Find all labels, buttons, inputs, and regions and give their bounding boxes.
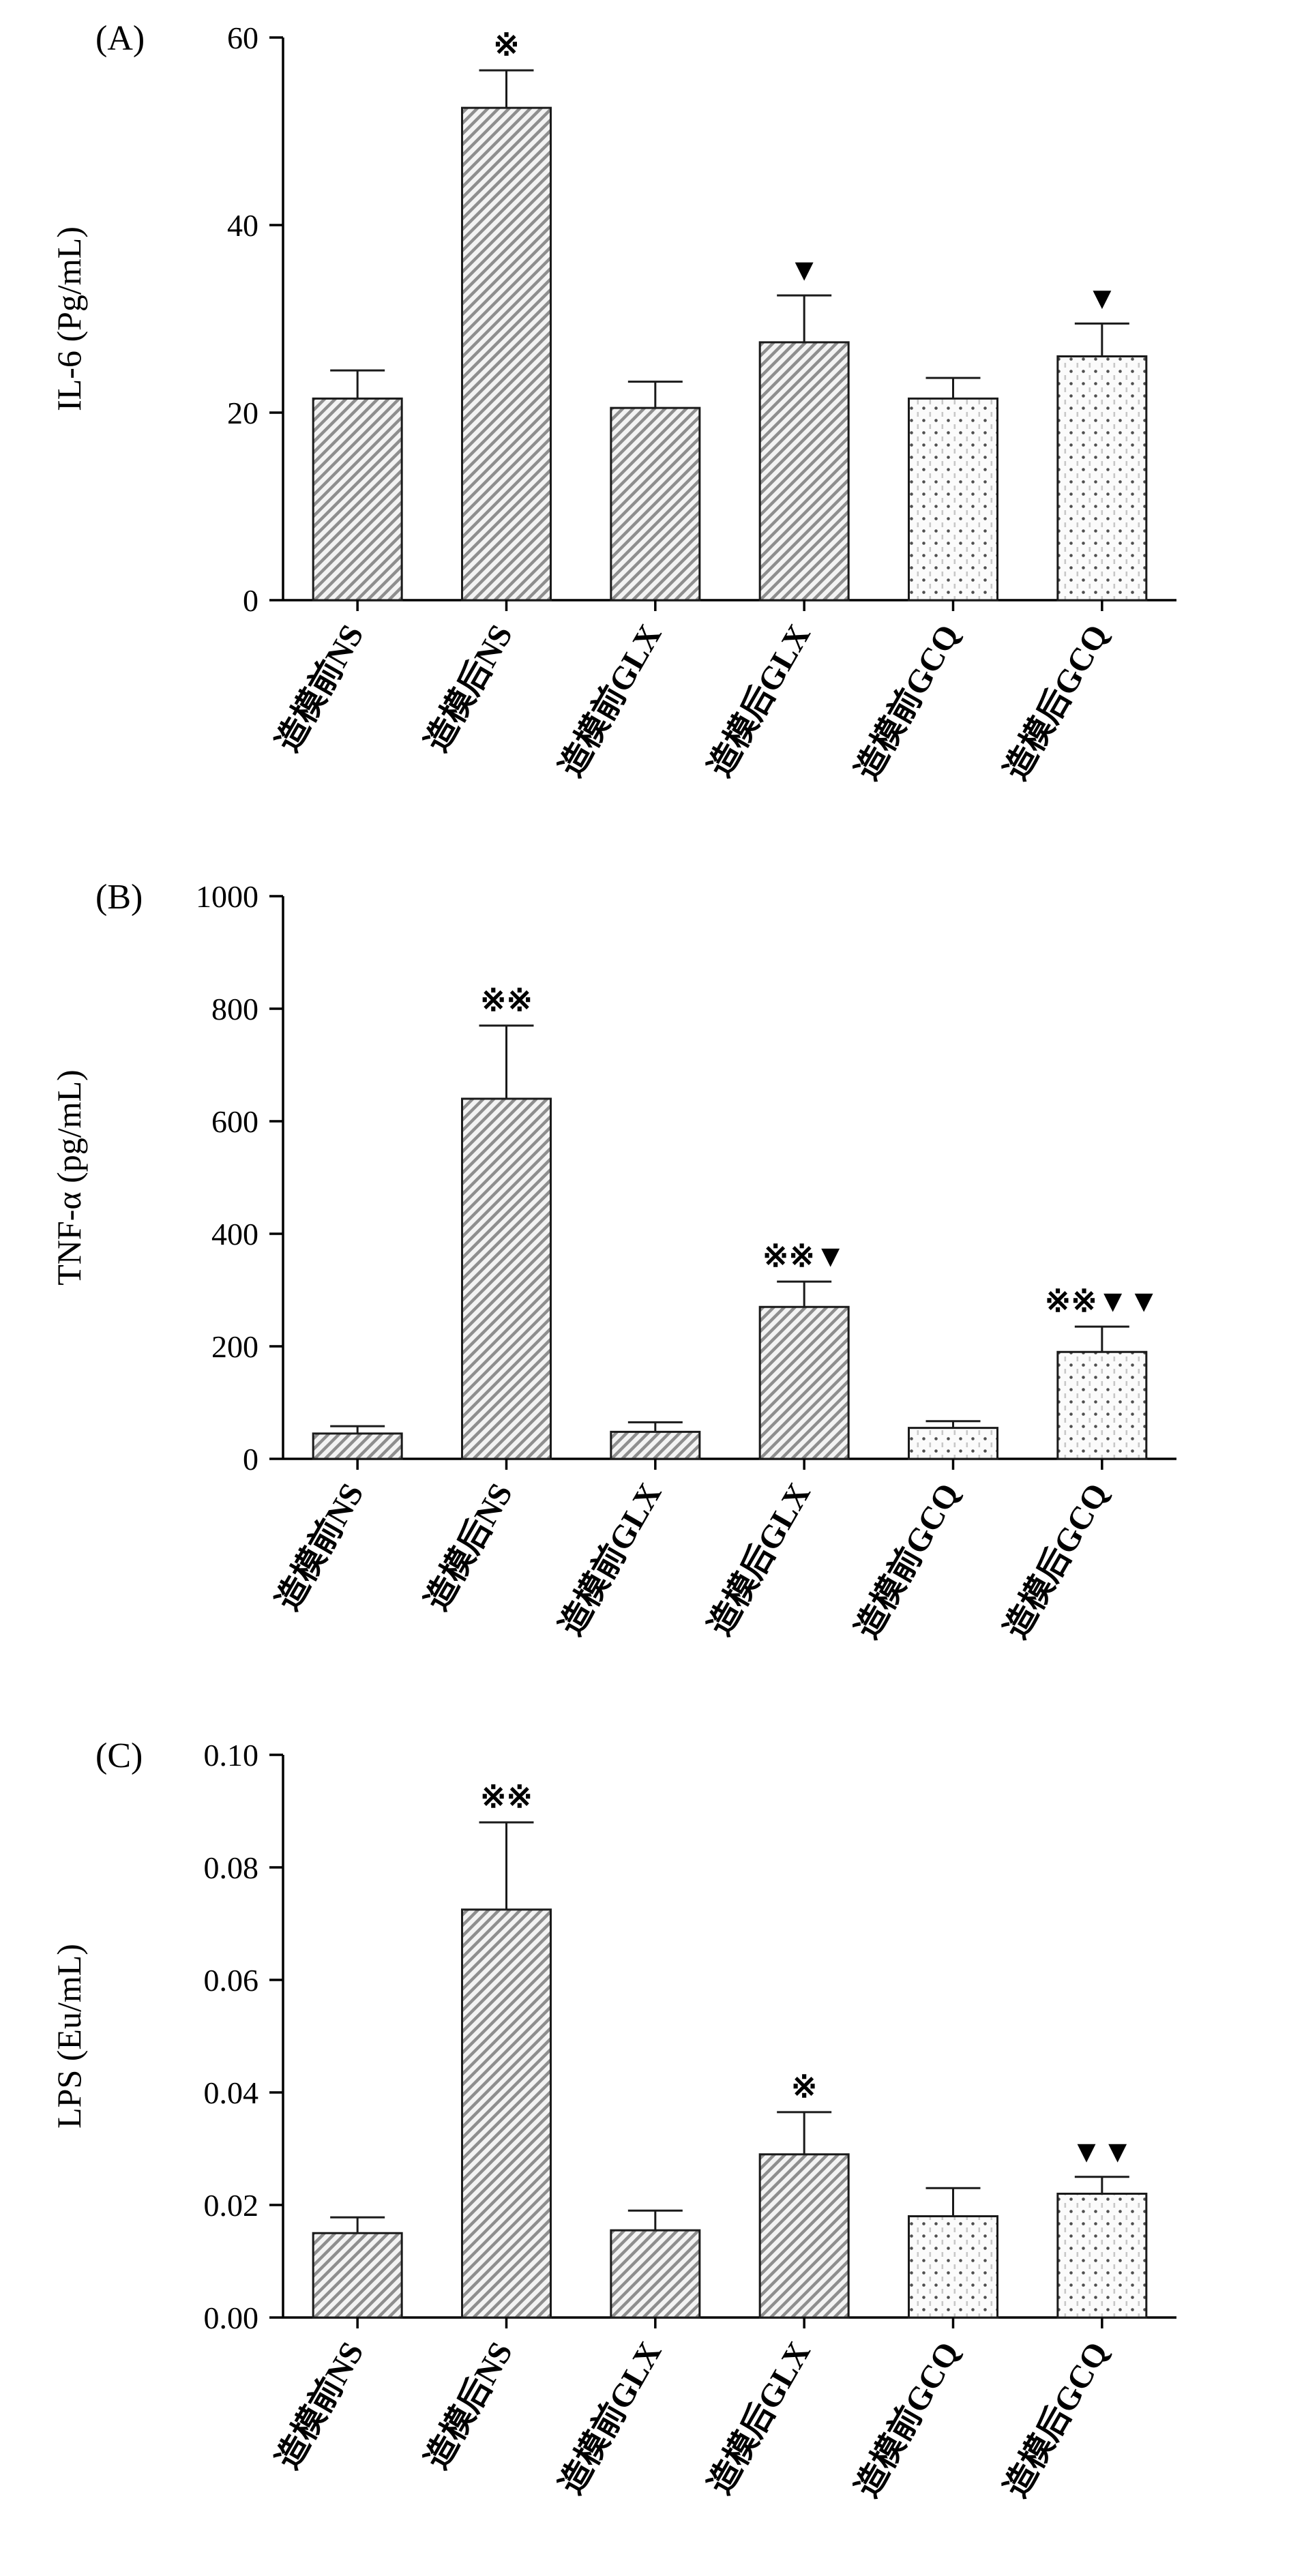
x-tick-label: 造模前GCQ xyxy=(848,619,966,786)
bar xyxy=(1056,2193,1148,2319)
x-tick-label: 造模后GLX xyxy=(702,2336,818,2501)
bar-chart: 0 20 40 60 IL-6 (Pg/mL) (A) 造模前NS 造模后NS ※ 造模前GLX 造… xyxy=(50,19,1176,786)
y-tick-label: 40 xyxy=(227,208,258,243)
chart-C: 0.00 0.02 0.04 0.06 0.08 0.10 LPS (Eu/mL) (C) 造模… xyxy=(0,1717,1289,2576)
x-tick-label: 造模后NS xyxy=(418,619,520,758)
significance-marker: ▼ xyxy=(788,252,820,287)
x-tick-label: 造模后GCQ xyxy=(998,619,1116,786)
panel-B: 0 200 400 600 800 1000 TNF-α (pg/mL) (B) 造模前NS 造模… xyxy=(0,859,1289,1717)
x-tick-label: 造模后NS xyxy=(418,1477,520,1616)
bar xyxy=(461,1097,552,1460)
bar xyxy=(610,406,701,602)
bar xyxy=(758,1305,850,1460)
y-tick-label: 60 xyxy=(227,20,258,55)
y-tick-label: 200 xyxy=(211,1329,258,1364)
x-tick-label: 造模前GCQ xyxy=(848,2336,966,2504)
x-tick-label: 造模前NS xyxy=(269,1477,371,1616)
x-tick-label: 造模后GLX xyxy=(702,1477,818,1642)
x-tick-label: 造模后NS xyxy=(418,2336,520,2475)
bar-chart: 0 200 400 600 800 1000 TNF-α (pg/mL) (B) 造模前NS 造模… xyxy=(50,878,1176,1645)
y-tick-label: 0.00 xyxy=(204,2300,259,2335)
y-tick-label: 0 xyxy=(243,1442,258,1477)
bar xyxy=(1056,355,1148,602)
significance-marker: ▼ xyxy=(1086,280,1118,315)
panel-A: 0 20 40 60 IL-6 (Pg/mL) (A) 造模前NS 造模后NS ※ 造模前GLX 造… xyxy=(0,0,1289,859)
significance-marker: ※ xyxy=(791,2069,818,2104)
y-tick-label: 0.06 xyxy=(204,1963,259,1998)
significance-marker: ※※▼▼ xyxy=(1045,1284,1159,1318)
y-axis-title: TNF-α (pg/mL) xyxy=(50,1069,88,1285)
bar xyxy=(908,1427,998,1460)
x-tick-label: 造模前NS xyxy=(269,619,371,758)
significance-marker: ※ xyxy=(493,27,520,62)
y-tick-label: 1000 xyxy=(196,879,258,914)
y-axis-title: IL-6 (Pg/mL) xyxy=(50,226,88,411)
bar xyxy=(312,2232,403,2319)
significance-marker: ※※ xyxy=(480,1779,533,1814)
bar xyxy=(610,2229,701,2319)
panel-label: (C) xyxy=(95,1736,143,1775)
panel-label: (B) xyxy=(95,878,143,917)
x-tick-label: 造模前GCQ xyxy=(848,1477,966,1645)
y-tick-label: 0.10 xyxy=(204,1738,259,1773)
y-tick-label: 0.02 xyxy=(204,2188,259,2223)
panel-C: 0.00 0.02 0.04 0.06 0.08 0.10 LPS (Eu/mL) (C) 造模… xyxy=(0,1717,1289,2576)
bar xyxy=(758,2153,850,2319)
bar xyxy=(610,1430,701,1460)
significance-marker: ※※ xyxy=(480,983,533,1018)
bar xyxy=(461,106,552,602)
chart-A: 0 20 40 60 IL-6 (Pg/mL) (A) 造模前NS 造模后NS ※ 造模前GLX 造… xyxy=(0,0,1289,859)
x-tick-label: 造模后GCQ xyxy=(998,2336,1116,2504)
bar xyxy=(908,397,998,602)
y-tick-label: 0 xyxy=(243,583,258,618)
bar xyxy=(312,1432,403,1460)
y-axis-title: LPS (Eu/mL) xyxy=(50,1944,88,2129)
y-tick-label: 20 xyxy=(227,396,258,430)
bar xyxy=(312,397,403,602)
significance-marker: ▼▼ xyxy=(1071,2134,1133,2169)
y-tick-label: 0.04 xyxy=(204,2075,259,2110)
bar xyxy=(1056,1350,1148,1460)
y-tick-label: 0.08 xyxy=(204,1850,259,1885)
bar xyxy=(908,2215,998,2319)
x-tick-label: 造模后GLX xyxy=(702,619,818,784)
x-tick-label: 造模前GLX xyxy=(552,619,668,784)
significance-marker: ※※▼ xyxy=(762,1239,846,1273)
x-tick-label: 造模前GLX xyxy=(552,2336,668,2501)
x-tick-label: 造模后GCQ xyxy=(998,1477,1116,1645)
panel-label: (A) xyxy=(95,19,145,58)
bar xyxy=(461,1908,552,2319)
y-tick-label: 800 xyxy=(211,992,258,1026)
bar xyxy=(758,341,850,602)
chart-B: 0 200 400 600 800 1000 TNF-α (pg/mL) (B) 造模前NS 造模… xyxy=(0,859,1289,1717)
y-tick-label: 600 xyxy=(211,1104,258,1139)
y-tick-label: 400 xyxy=(211,1217,258,1252)
x-tick-label: 造模前GLX xyxy=(552,1477,668,1642)
x-tick-label: 造模前NS xyxy=(269,2336,371,2475)
bar-chart: 0.00 0.02 0.04 0.06 0.08 0.10 LPS (Eu/mL) (C) 造模… xyxy=(50,1736,1176,2504)
